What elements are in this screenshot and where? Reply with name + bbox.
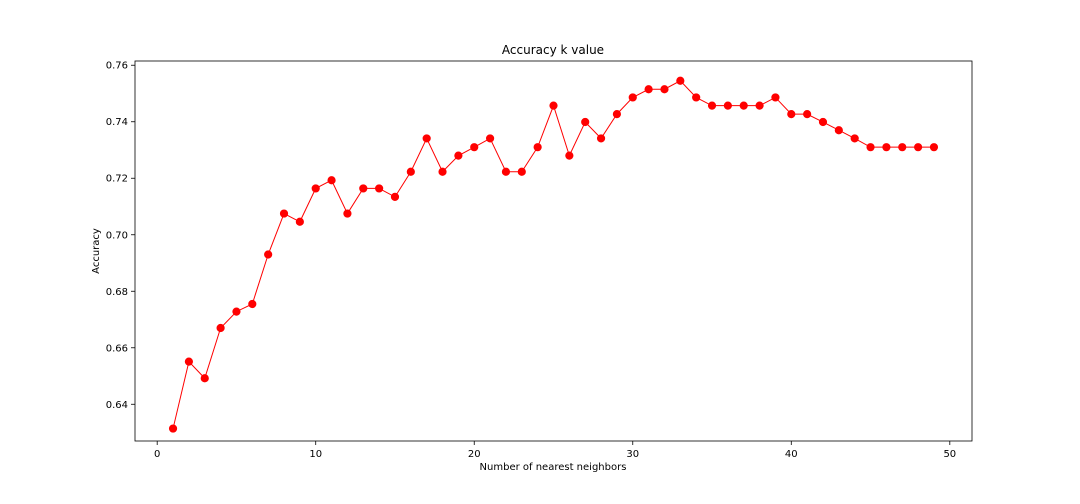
data-point [850,134,859,143]
data-point [359,184,368,193]
y-tick-label: 0.66 [106,343,128,354]
data-point [470,143,479,152]
y-tick-label: 0.76 [106,61,128,72]
y-tick-label: 0.68 [106,287,128,298]
chart-title: Accuracy k value [502,43,604,57]
data-point [660,85,669,94]
data-point [485,134,495,143]
data-point [232,307,241,316]
data-point [549,101,558,110]
series-line [172,80,934,429]
data-point [438,167,447,176]
x-tick-label: 0 [154,449,160,460]
data-point [914,143,923,152]
data-point [501,167,511,176]
data-point [565,151,574,160]
data-point [866,143,875,152]
data-series [168,76,939,433]
data-point [644,85,653,94]
y-tick-label: 0.72 [106,174,128,185]
data-point [929,143,939,152]
data-point [692,93,701,102]
y-tick-label: 0.70 [106,230,128,241]
y-axis-label: Accuracy [91,228,102,274]
axes: 0 10 20 30 40 50 0.64 0.66 0.68 0.70 0.72 0.74 0.76 [106,60,973,460]
y-tick-label: 0.64 [106,400,128,411]
x-tick-label: 20 [468,449,481,460]
data-point [248,299,257,309]
data-point [787,110,796,119]
x-tick-label: 30 [626,449,639,460]
data-point [517,167,526,176]
data-point [898,143,907,152]
data-point [168,424,178,433]
data-point [311,184,320,193]
data-point [707,101,717,110]
x-tick-label: 10 [309,449,322,460]
data-point [818,117,828,127]
data-point [279,209,289,218]
data-point [533,143,542,152]
x-tick-label: 50 [943,449,956,460]
data-point [390,192,400,201]
data-point [264,250,273,259]
data-point [755,101,764,110]
data-point [739,101,748,110]
data-point [628,93,637,102]
data-point [581,117,590,127]
data-point [596,134,606,143]
data-point [343,209,352,218]
data-point [200,374,209,383]
data-point [216,323,225,333]
data-point [327,176,336,185]
x-axis-label: Number of nearest neighbors [480,462,627,473]
data-point [771,93,780,102]
data-point [375,184,384,193]
data-point [834,126,843,135]
data-point [882,143,891,152]
plot-frame [134,60,973,442]
x-tick-label: 40 [785,449,798,460]
data-point [723,101,732,110]
data-point [184,357,193,366]
data-point [422,134,431,143]
data-point [803,110,812,119]
data-point [676,76,685,85]
y-tick-label: 0.74 [106,117,128,128]
data-point [454,151,463,160]
data-point [295,217,304,226]
data-point [612,110,622,119]
data-point [406,167,415,176]
